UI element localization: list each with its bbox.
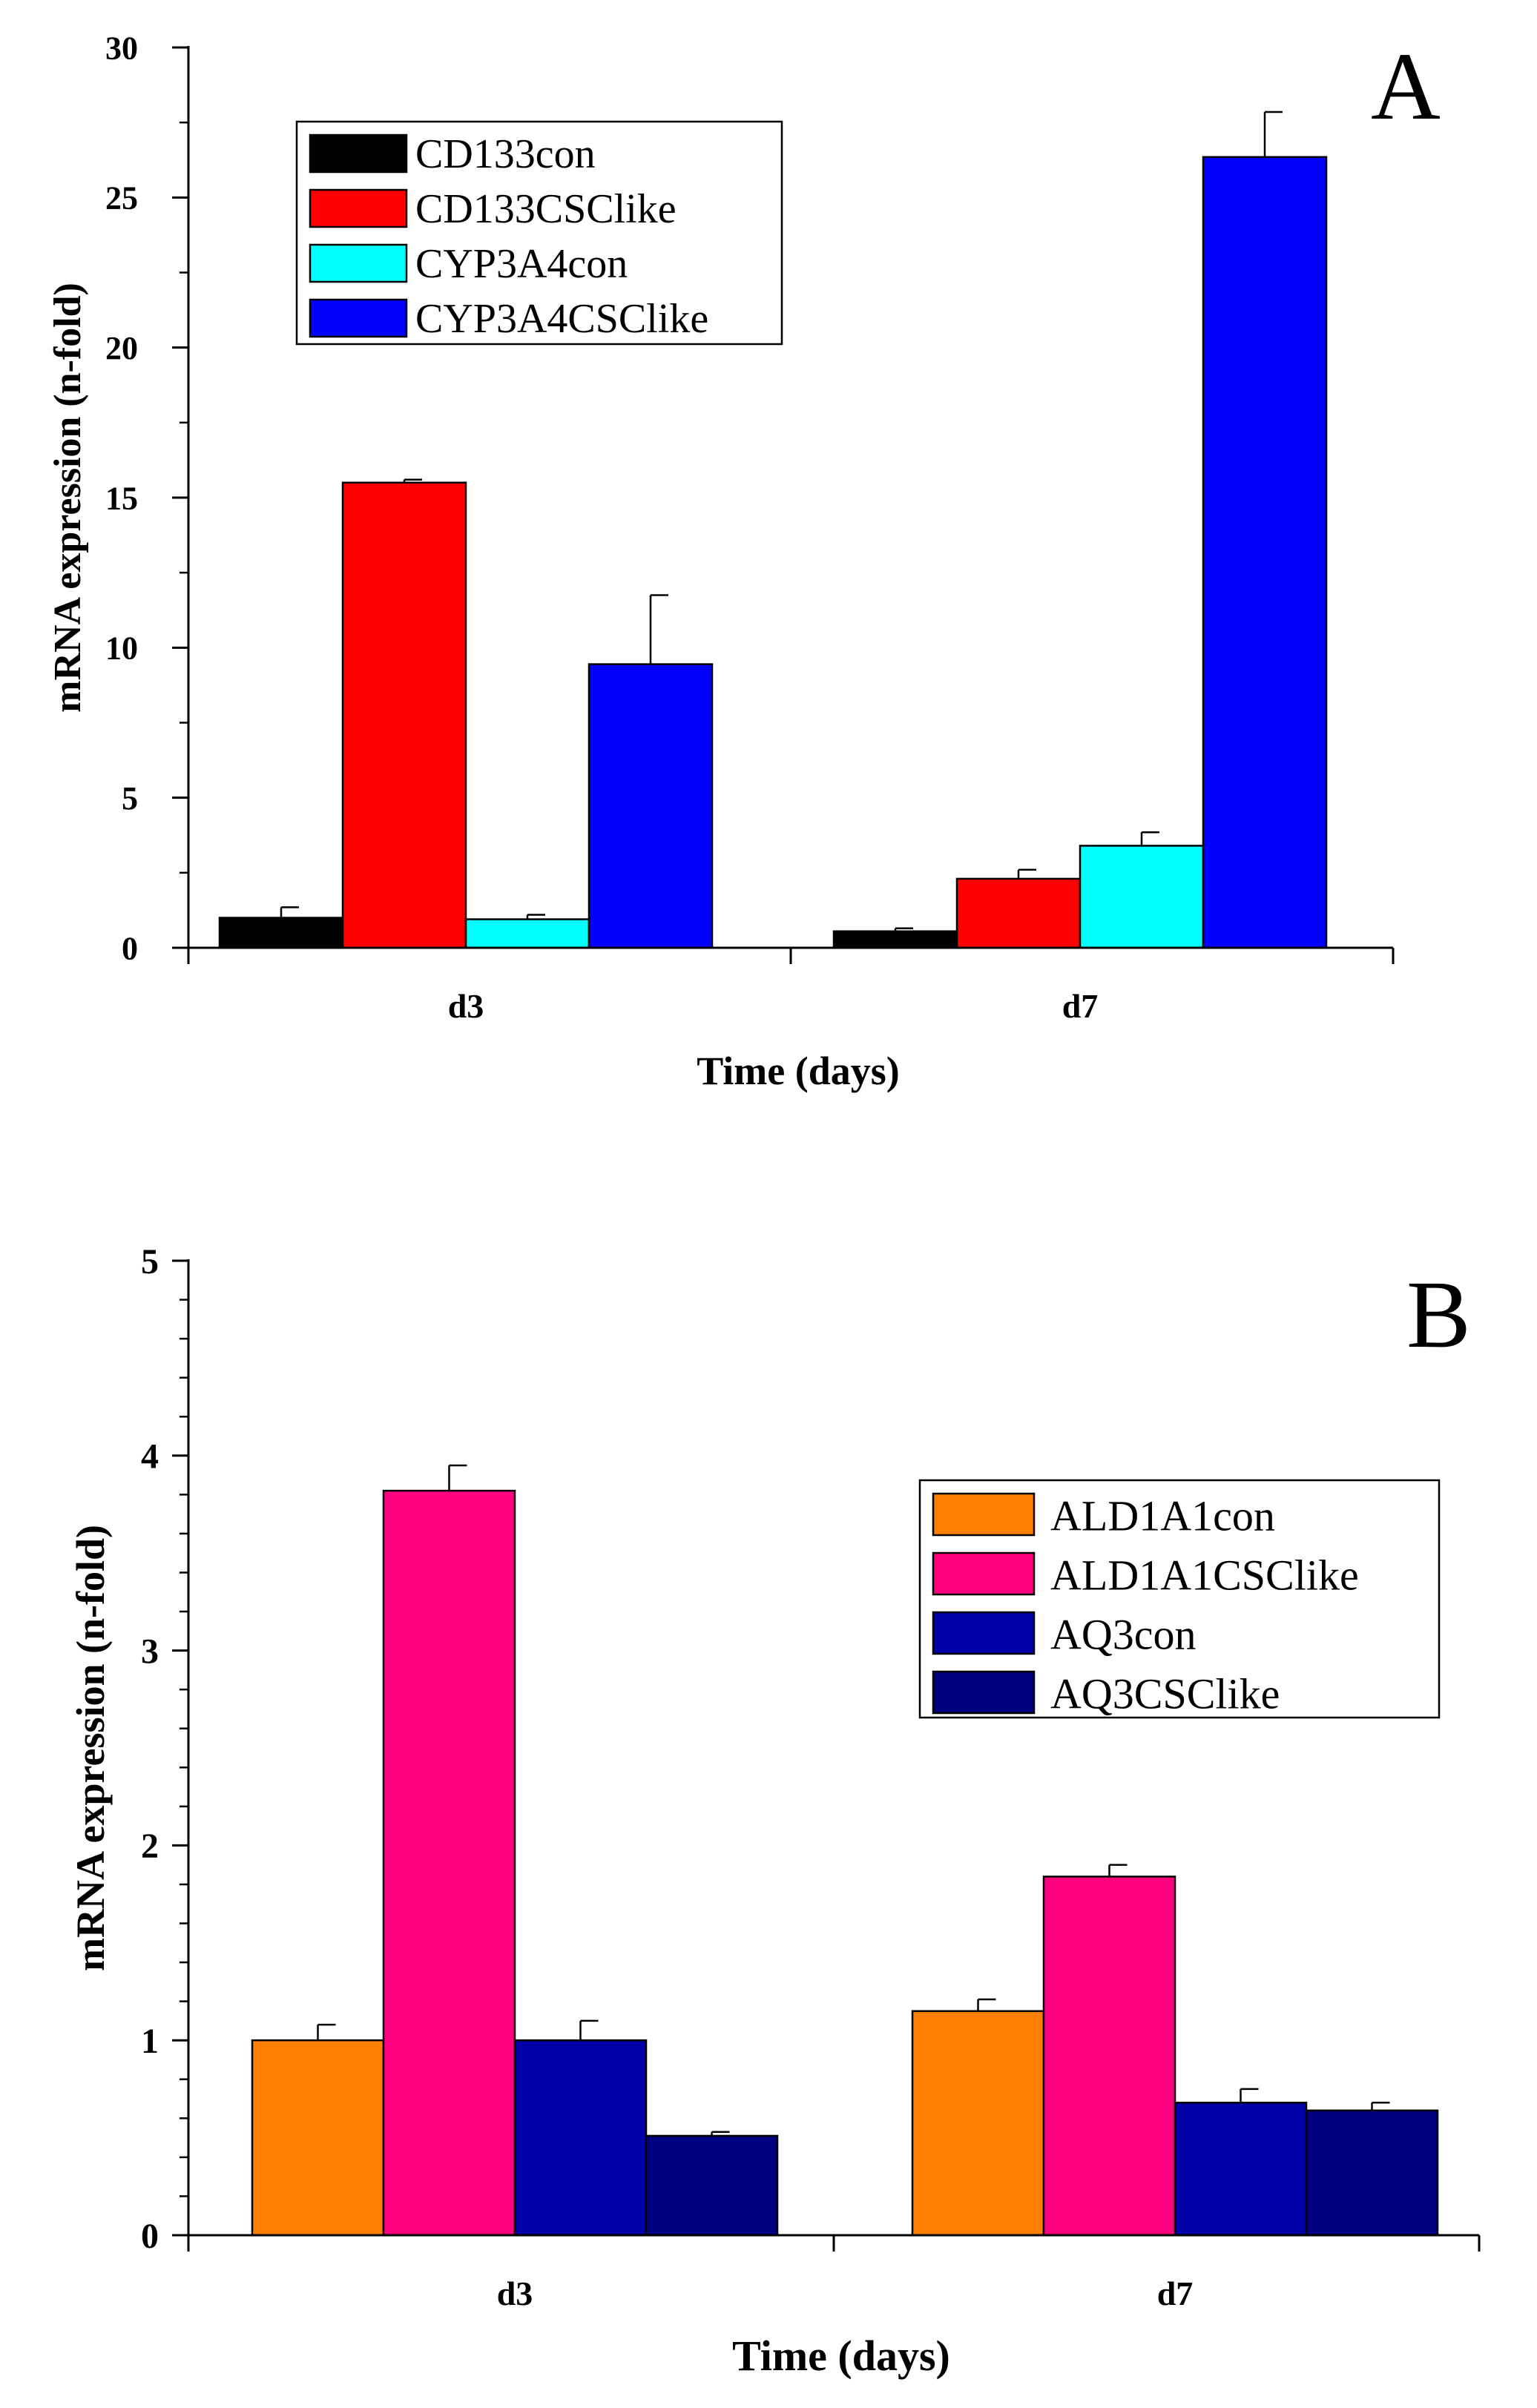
bar-aq3csclike-d7 — [1305, 2109, 1439, 2237]
x-category-label-d7: d7 — [1157, 2275, 1194, 2312]
legend: CD133con CD133CSClike CYP3A4con CYP3A4CSCli… — [295, 120, 783, 346]
legend: ALD1A1con ALD1A1CSClike AQ3con AQ3CSClike — [918, 1479, 1441, 1719]
bar-ald1a1con-d3 — [251, 2039, 385, 2237]
panel-letter: A — [1371, 33, 1441, 140]
panel-a-chart: 0 5 10 15 20 25 30 d3 d7 Time (days) mRNA expressi… — [47, 30, 1441, 1093]
legend-label-aq3con: AQ3con — [1050, 1610, 1197, 1658]
error-bar-cyp3a4csclike-d3 — [649, 594, 668, 664]
y-tick-label: 10 — [105, 630, 138, 667]
legend-label-cyp3a4csclike: CYP3A4CSClike — [415, 296, 708, 342]
y-tick-label: 20 — [105, 330, 138, 366]
error-bar-cd133csclike-d3 — [403, 478, 422, 483]
legend-label-aq3csclike: AQ3CSClike — [1050, 1669, 1280, 1718]
error-bar-cd133con-d7 — [894, 927, 913, 931]
x-category-label-d7: d7 — [1062, 987, 1099, 1025]
legend-swatch-cd133csclike — [309, 188, 408, 228]
y-tick-label: 25 — [105, 180, 138, 217]
y-axis-title: mRNA expression (n-fold) — [68, 1525, 113, 1971]
bar-cd133csclike-d3 — [341, 481, 467, 949]
panel-letter: B — [1406, 1261, 1471, 1368]
error-bar-ald1a1con-d7 — [977, 1998, 996, 2011]
legend-swatch-ald1a1csclike — [932, 1551, 1036, 1596]
y-tick-label: 3 — [141, 1632, 159, 1671]
legend-swatch-aq3csclike — [932, 1670, 1036, 1715]
bar-cd133csclike-d7 — [955, 877, 1082, 949]
error-bar-aq3con-d3 — [579, 2019, 599, 2041]
bar-cd133con-d3 — [218, 917, 344, 949]
legend-swatch-ald1a1con — [932, 1492, 1036, 1537]
error-bar-aq3csclike-d7 — [1371, 2102, 1390, 2111]
y-tick-label: 0 — [122, 930, 138, 966]
bar-ald1a1con-d7 — [911, 2010, 1045, 2237]
x-axis-title: Time (days) — [732, 2332, 950, 2380]
legend-label-cyp3a4con: CYP3A4con — [415, 241, 628, 287]
y-tick-label: 1 — [141, 2022, 159, 2061]
bar-ald1a1csclike-d3 — [382, 1489, 516, 2237]
bar-cyp3a4con-d7 — [1079, 845, 1205, 949]
bar-aq3con-d7 — [1174, 2102, 1308, 2237]
legend-label-cd133con: CD133con — [415, 131, 596, 177]
error-bar-cyp3a4con-d3 — [526, 914, 545, 920]
bar-aq3con-d3 — [513, 2039, 648, 2237]
panel-b-chart: 0 1 2 3 4 5 d3 d7 Time (days) mRNA expression (n-… — [68, 1242, 1481, 2380]
error-bar-cyp3a4csclike-d7 — [1263, 110, 1283, 157]
x-axis-title: Time (days) — [697, 1049, 900, 1093]
bar-cyp3a4con-d3 — [464, 918, 590, 949]
legend-swatch-cyp3a4csclike — [309, 298, 408, 338]
error-bar-aq3con-d7 — [1240, 2088, 1259, 2103]
error-bar-aq3csclike-d3 — [711, 2131, 730, 2136]
y-tick-label: 2 — [141, 1827, 159, 1866]
bar-cyp3a4csclike-d3 — [588, 663, 714, 949]
legend-swatch-aq3con — [932, 1611, 1036, 1655]
y-tick-label: 30 — [105, 30, 138, 66]
x-category-label-d3: d3 — [497, 2275, 533, 2312]
y-axis-title: mRNA expression (n-fold) — [47, 283, 89, 713]
error-bar-ald1a1csclike-d3 — [448, 1464, 467, 1491]
bar-ald1a1csclike-d7 — [1042, 1876, 1176, 2237]
y-tick-label: 0 — [141, 2217, 159, 2256]
legend-label-ald1a1con: ALD1A1con — [1050, 1491, 1275, 1540]
bar-cyp3a4csclike-d7 — [1202, 156, 1328, 949]
legend-label-cd133csclike: CD133CSClike — [415, 186, 677, 232]
error-bar-ald1a1csclike-d7 — [1108, 1864, 1128, 1877]
y-tick-label: 4 — [141, 1437, 159, 1477]
x-category-label-d3: d3 — [448, 987, 484, 1025]
bar-cd133con-d7 — [832, 930, 958, 949]
y-tick-label: 5 — [122, 780, 138, 817]
legend-swatch-cd133con — [309, 133, 408, 174]
bar-aq3csclike-d3 — [645, 2134, 779, 2237]
error-bar-cd133csclike-d7 — [1017, 868, 1036, 879]
legend-label-ald1a1csclike: ALD1A1CSClike — [1050, 1551, 1359, 1599]
error-bar-cyp3a4con-d7 — [1140, 831, 1159, 846]
error-bar-cd133con-d3 — [280, 906, 299, 918]
y-tick-label: 5 — [141, 1242, 159, 1281]
error-bar-ald1a1con-d3 — [317, 2023, 336, 2041]
y-tick-label: 15 — [105, 480, 138, 516]
legend-swatch-cyp3a4con — [309, 243, 408, 283]
